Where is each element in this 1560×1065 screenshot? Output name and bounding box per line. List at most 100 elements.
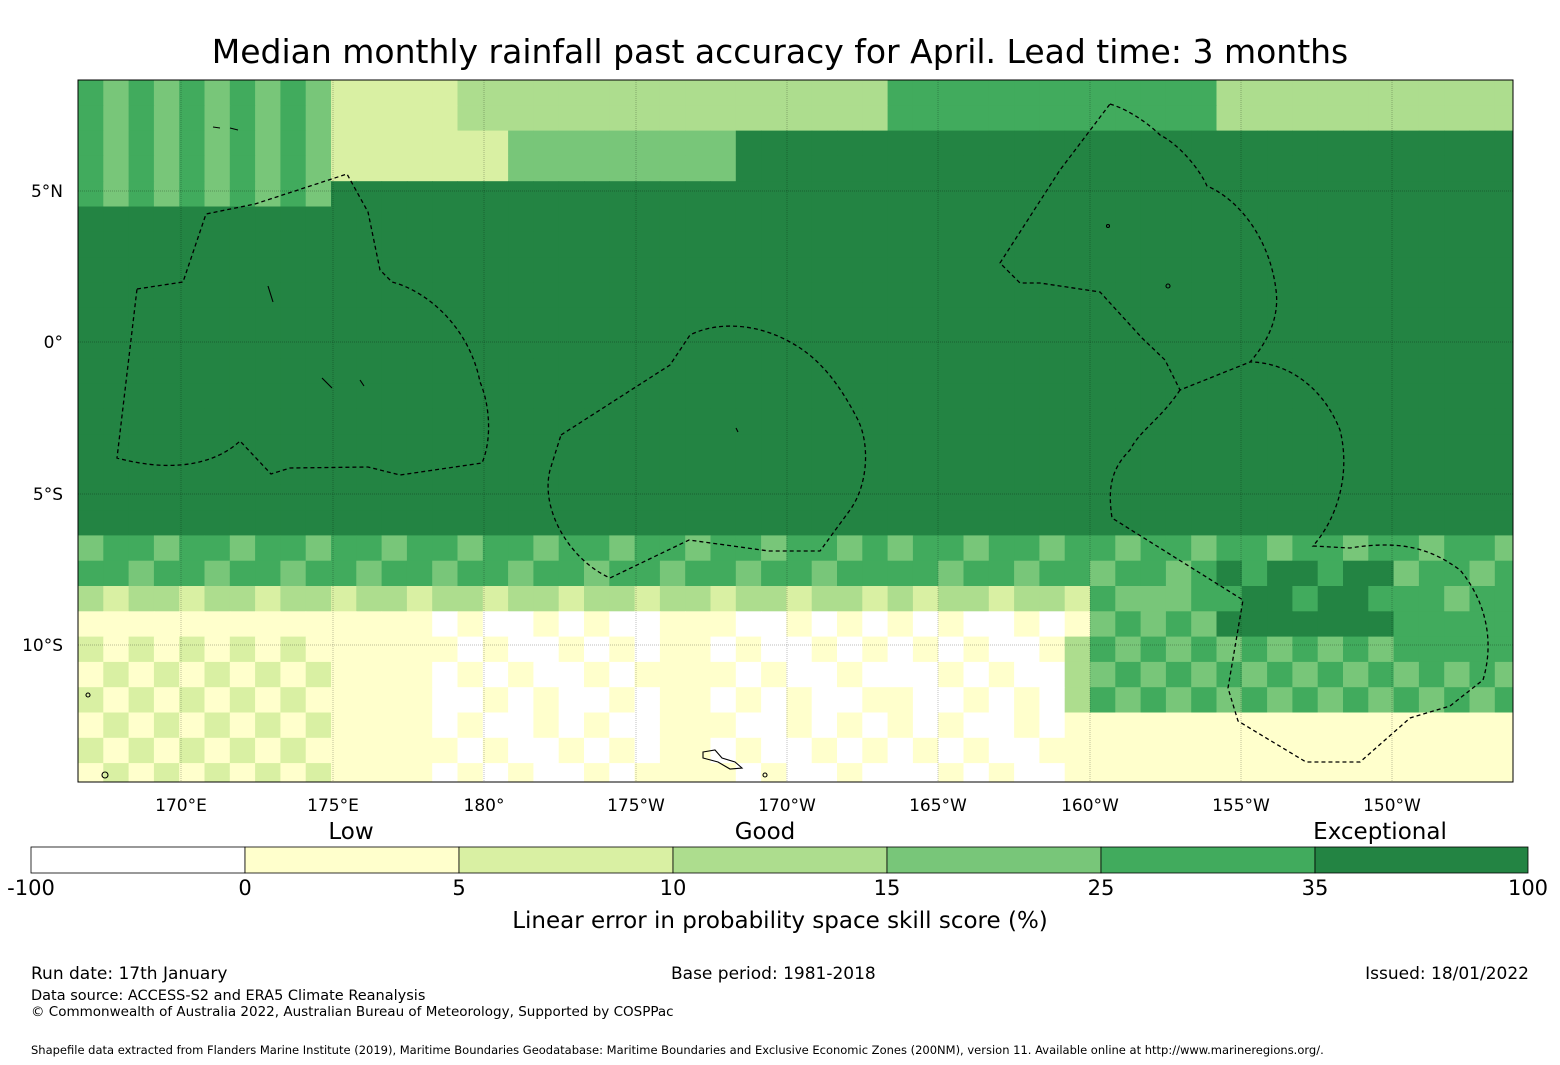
grid-cell <box>710 611 737 638</box>
grid-cell <box>1418 155 1445 182</box>
grid-cell <box>128 130 155 157</box>
grid-cell <box>710 459 737 486</box>
grid-cell <box>1191 459 1217 486</box>
grid-cell <box>1216 434 1243 460</box>
grid-cell <box>381 307 408 334</box>
grid-cell <box>1368 611 1395 638</box>
grid-cell <box>659 80 686 106</box>
grid-cell <box>1014 763 1040 783</box>
grid-cell <box>179 484 205 511</box>
grid-cell <box>1014 307 1040 334</box>
grid-cell <box>1494 434 1514 460</box>
grid-cell <box>204 484 231 511</box>
grid-cell <box>735 408 762 435</box>
grid-cell <box>1064 586 1091 612</box>
grid-cell <box>1368 105 1395 132</box>
grid-cell <box>381 383 408 410</box>
grid-cell <box>229 181 256 207</box>
grid-cell <box>179 206 205 233</box>
grid-cell <box>331 282 357 309</box>
grid-cell <box>1014 712 1040 739</box>
grid-cell <box>331 383 357 410</box>
eez-boundary-line-islands-south <box>1109 361 1489 763</box>
grid-cell <box>229 307 256 334</box>
grid-cell <box>432 611 458 638</box>
grid-cell <box>406 333 433 359</box>
grid-cell <box>938 484 964 511</box>
grid-cell <box>558 333 585 359</box>
grid-cell <box>862 712 889 739</box>
grid-cell <box>103 333 130 359</box>
grid-cell <box>938 282 964 309</box>
grid-cell <box>128 383 155 410</box>
grid-cell <box>1064 737 1091 764</box>
grid-cell <box>1064 231 1091 258</box>
lon-tick: 180° <box>464 796 505 816</box>
grid-cell <box>457 231 484 258</box>
grid-cell <box>482 206 509 233</box>
grid-cell <box>912 282 939 309</box>
grid-cell <box>1317 535 1344 562</box>
grid-cell <box>1039 737 1066 764</box>
grid-cell <box>584 155 610 182</box>
grid-cell <box>862 383 889 410</box>
grid-cell <box>1368 333 1395 359</box>
grid-cell <box>1267 611 1293 638</box>
grid-cell <box>735 737 762 764</box>
grid-cell <box>1039 661 1066 688</box>
grid-cell <box>1039 763 1066 783</box>
grid-cell <box>179 307 205 334</box>
grid-cell <box>1090 231 1116 258</box>
grid-cell <box>1418 408 1445 435</box>
grid-cell <box>1469 408 1496 435</box>
grid-cell <box>153 611 180 638</box>
grid-cell <box>786 383 813 410</box>
grid-cell <box>735 687 762 713</box>
grid-cell <box>482 282 509 309</box>
grid-cell <box>331 763 357 783</box>
grid-cell <box>862 611 889 638</box>
grid-cell <box>432 712 458 739</box>
grid-cell <box>887 408 914 435</box>
grid-cell <box>1267 181 1293 207</box>
grid-cell <box>305 282 332 309</box>
grid-cell <box>761 661 787 688</box>
grid-cell <box>988 105 1015 132</box>
grid-cell <box>1115 737 1142 764</box>
grid-cell <box>1090 383 1116 410</box>
grid-cell <box>280 383 307 410</box>
grid-cell <box>1165 763 1192 783</box>
grid-cell <box>1317 586 1344 612</box>
grid-cell <box>1494 687 1514 713</box>
grid-cell <box>1393 282 1420 309</box>
grid-cell <box>229 434 256 460</box>
grid-cell <box>1090 661 1116 688</box>
grid-cell <box>457 383 484 410</box>
grid-cell <box>761 737 787 764</box>
grid-cell <box>761 358 787 385</box>
grid-cell <box>1393 560 1420 587</box>
grid-cell <box>103 535 130 562</box>
grid-cell <box>1292 687 1319 713</box>
grid-cell <box>1343 459 1369 486</box>
grid-cell <box>634 383 661 410</box>
legend-category-good: Good <box>734 819 796 845</box>
grid-cell <box>457 510 484 536</box>
grid-cell <box>1039 510 1066 536</box>
grid-cell <box>229 636 256 663</box>
grid-cell <box>685 105 711 132</box>
grid-cell <box>912 636 939 663</box>
grid-cell <box>887 434 914 460</box>
grid-cell <box>609 408 636 435</box>
grid-cell <box>482 80 509 106</box>
grid-cell <box>609 661 636 688</box>
grid-cell <box>331 737 357 764</box>
grid-cell <box>1418 535 1445 562</box>
grid-cell <box>356 434 383 460</box>
grid-cell <box>1317 383 1344 410</box>
grid-cell <box>988 181 1015 207</box>
grid-cell <box>1165 181 1192 207</box>
grid-cell <box>406 560 433 587</box>
grid-cell <box>912 307 939 334</box>
grid-cell <box>482 636 509 663</box>
